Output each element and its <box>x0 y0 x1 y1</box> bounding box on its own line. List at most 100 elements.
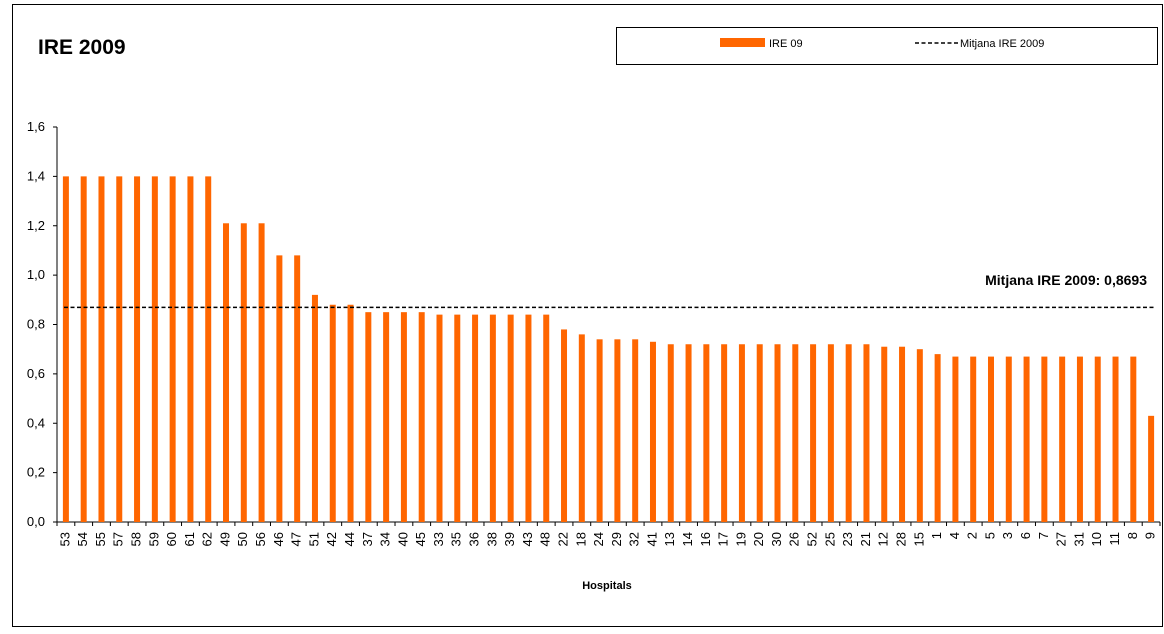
legend-label-ire09: IRE 09 <box>769 38 803 50</box>
x-tick-label: 15 <box>911 532 926 546</box>
x-tick-label: 19 <box>733 532 748 546</box>
bar-37 <box>365 312 372 522</box>
x-tick-label: 34 <box>378 532 393 546</box>
bar-32 <box>632 339 639 522</box>
x-tick-label: 26 <box>787 532 802 546</box>
x-tick-label: 32 <box>627 532 642 546</box>
x-tick-label: 54 <box>75 532 90 546</box>
reference-line-label: Mitjana IRE 2009: 0,8693 <box>985 272 1147 288</box>
bar-42 <box>329 304 336 522</box>
bar-25 <box>827 344 834 522</box>
x-tick-label: 22 <box>555 532 570 546</box>
bar-21 <box>863 344 870 522</box>
bar-48 <box>543 314 550 522</box>
x-tick-label: 44 <box>342 532 357 546</box>
bar-11 <box>1112 356 1119 522</box>
x-tick-label: 39 <box>502 532 517 546</box>
y-tick-label: 0,4 <box>27 415 45 430</box>
x-tick-label: 16 <box>698 532 713 546</box>
bar-60 <box>169 176 176 522</box>
bar-33 <box>436 314 443 522</box>
bar-58 <box>134 176 141 522</box>
bar-40 <box>400 312 407 522</box>
legend-label-mitjana: Mitjana IRE 2009 <box>960 38 1044 50</box>
bar-52 <box>810 344 817 522</box>
x-tick-label: 10 <box>1089 532 1104 546</box>
x-tick-label: 61 <box>182 532 197 546</box>
x-tick-label: 58 <box>128 532 143 546</box>
bar-22 <box>561 329 568 522</box>
bar-23 <box>845 344 852 522</box>
x-tick-label: 31 <box>1071 532 1086 546</box>
bar-28 <box>899 346 906 522</box>
bar-46 <box>276 255 283 522</box>
bar-47 <box>294 255 301 522</box>
x-tick-label: 24 <box>591 532 606 546</box>
x-tick-label: 50 <box>235 532 250 546</box>
x-tick-label: 52 <box>805 532 820 546</box>
bar-38 <box>489 314 496 522</box>
x-tick-label: 35 <box>449 532 464 546</box>
bar-14 <box>685 344 692 522</box>
x-tick-label: 18 <box>573 532 588 546</box>
bar-10 <box>1094 356 1101 522</box>
bar-44 <box>347 304 354 522</box>
legend-swatch-ire09 <box>720 38 765 47</box>
bar-50 <box>240 223 247 522</box>
y-axis: 0,0 0,2 0,4 0,6 0,8 1,0 1,2 1,4 1,6 <box>27 119 58 529</box>
x-tick-label: 62 <box>200 532 215 546</box>
bar-35 <box>454 314 461 522</box>
x-tick-label: 27 <box>1054 532 1069 546</box>
y-tick-label: 1,0 <box>27 267 45 282</box>
x-axis-title: Hospitals <box>582 580 632 592</box>
bar-62 <box>205 176 212 522</box>
bar-34 <box>383 312 390 522</box>
y-tick-label: 1,6 <box>27 119 45 134</box>
bar-55 <box>98 176 105 522</box>
bar-57 <box>116 176 123 522</box>
x-tick-label: 1 <box>929 532 944 539</box>
x-tick-label: 43 <box>520 532 535 546</box>
x-tick-label: 37 <box>360 532 375 546</box>
bar-26 <box>792 344 799 522</box>
x-tick-label: 11 <box>1107 532 1122 546</box>
x-tick-label: 53 <box>57 532 72 546</box>
x-tick-label: 5 <box>982 532 997 539</box>
bar-39 <box>507 314 514 522</box>
x-tick-label: 25 <box>822 532 837 546</box>
bar-41 <box>649 341 656 522</box>
legend-box <box>616 27 1158 65</box>
bar-51 <box>311 294 318 522</box>
x-tick-label: 33 <box>431 532 446 546</box>
bar-45 <box>418 312 425 522</box>
bar-17 <box>721 344 728 522</box>
x-tick-label: 36 <box>467 532 482 546</box>
x-tick-label: 21 <box>858 532 873 546</box>
x-tick-label: 6 <box>1018 532 1033 539</box>
x-tick-label: 46 <box>271 532 286 546</box>
x-tick-label: 28 <box>893 532 908 546</box>
bar-56 <box>258 223 265 522</box>
bar-18 <box>578 334 585 522</box>
bar-2 <box>970 356 977 522</box>
x-tick-label: 47 <box>289 532 304 546</box>
x-tick-label: 17 <box>716 532 731 546</box>
bar-24 <box>596 339 603 522</box>
x-tick-label: 23 <box>840 532 855 546</box>
bar-4 <box>952 356 959 522</box>
x-tick-label: 3 <box>1000 532 1015 539</box>
x-tick-label: 4 <box>947 532 962 539</box>
bar-61 <box>187 176 194 522</box>
bar-29 <box>614 339 621 522</box>
x-tick-label: 56 <box>253 532 268 546</box>
x-tick-label: 59 <box>146 532 161 546</box>
x-tick-label: 48 <box>538 532 553 546</box>
bars <box>62 176 1155 522</box>
x-tick-label: 49 <box>217 532 232 546</box>
bar-1 <box>934 354 941 522</box>
bar-43 <box>525 314 532 522</box>
x-tick-label: 14 <box>680 532 695 546</box>
bar-30 <box>774 344 781 522</box>
